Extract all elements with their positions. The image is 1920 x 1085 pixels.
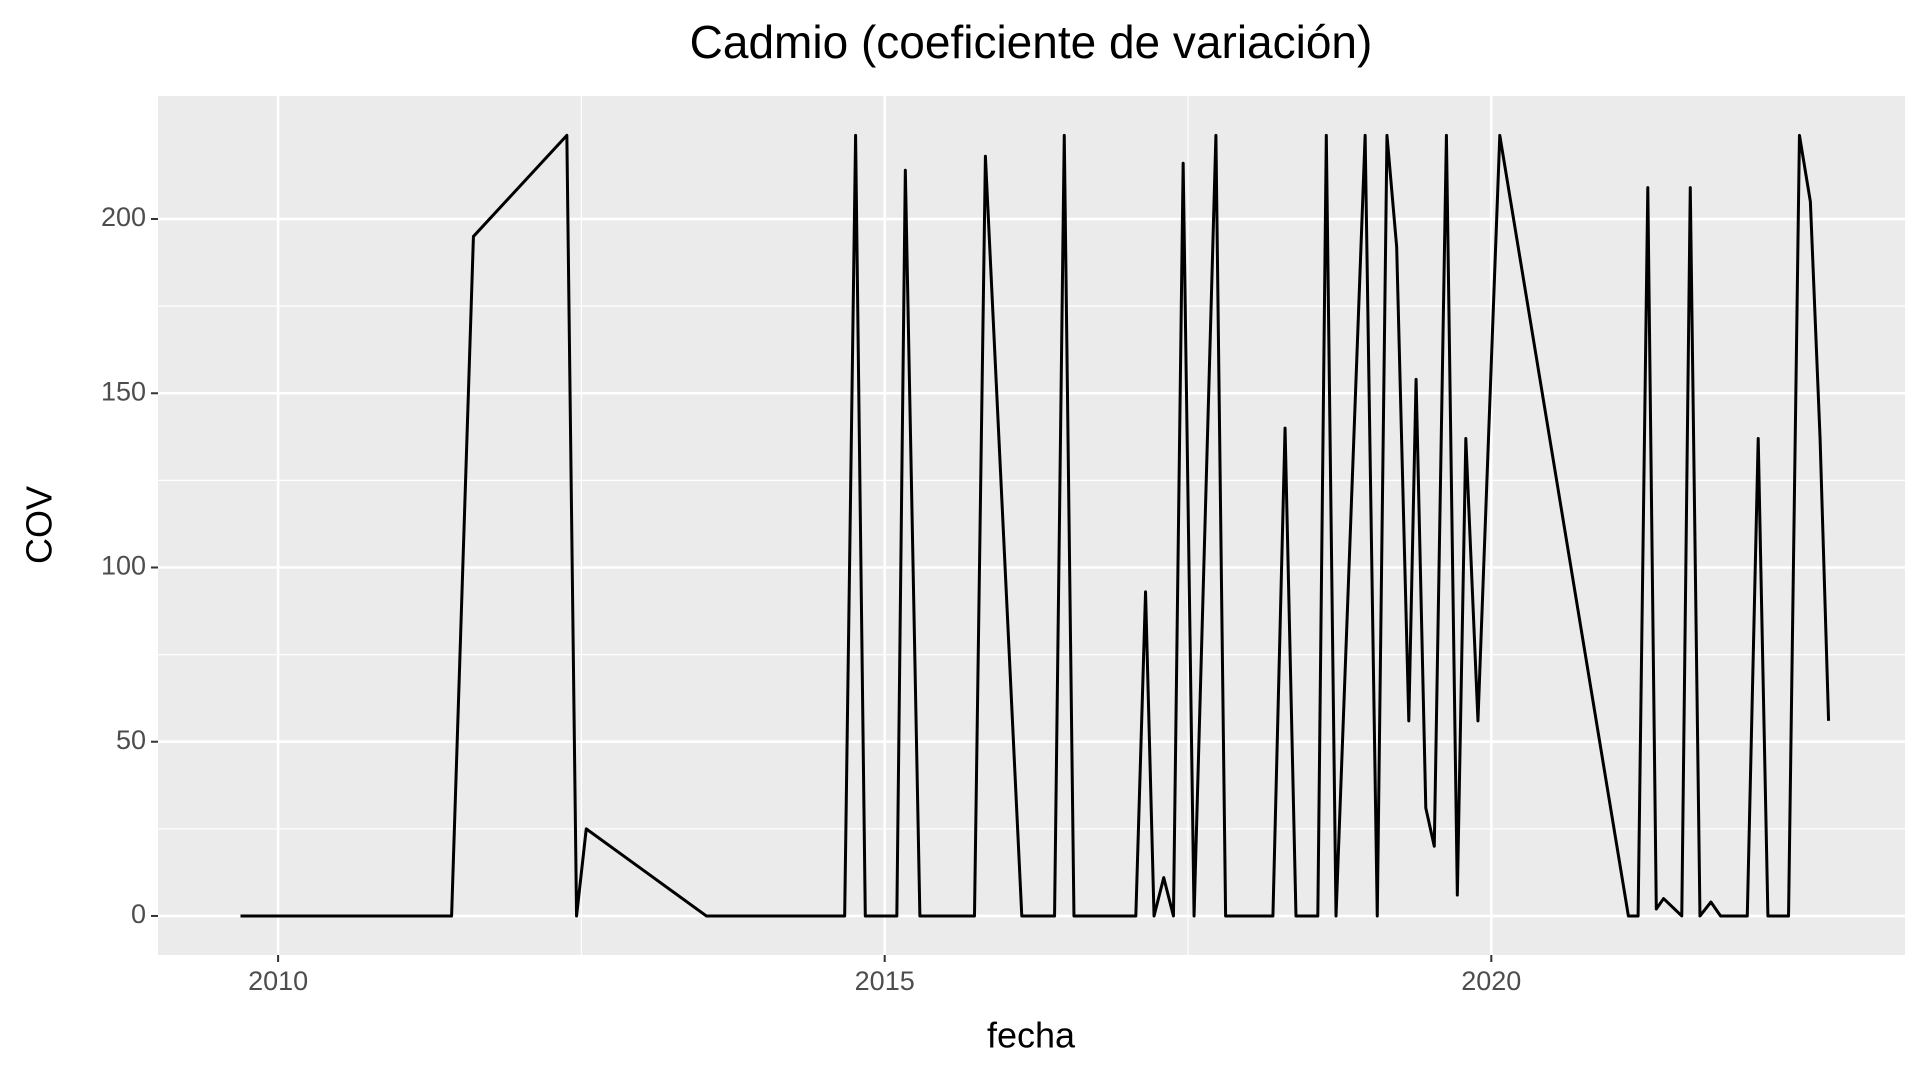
y-tick-label: 200 [101, 202, 146, 232]
y-tick-label: 50 [116, 725, 146, 755]
y-tick-label: 0 [131, 899, 146, 929]
x-tick-label: 2015 [855, 966, 915, 996]
data-line [240, 133, 1831, 918]
y-axis-label: COV [19, 486, 60, 564]
chart-title: Cadmio (coeficiente de variación) [690, 16, 1373, 68]
y-tick-label: 150 [101, 376, 146, 406]
x-tick-label: 2010 [248, 966, 308, 996]
x-tick-label: 2020 [1461, 966, 1521, 996]
y-tick-label: 100 [101, 551, 146, 581]
panel [158, 96, 1905, 955]
x-axis-label: fecha [987, 1015, 1076, 1056]
